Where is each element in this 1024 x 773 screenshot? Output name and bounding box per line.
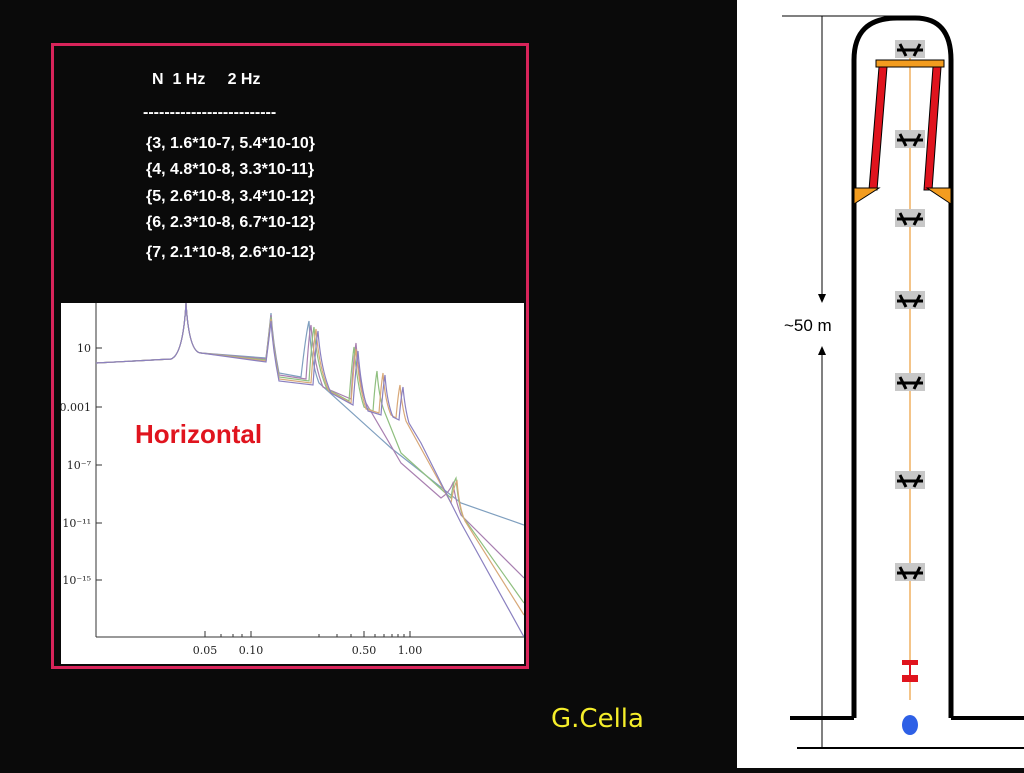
filter-stage <box>895 130 925 148</box>
curve-n7 <box>95 302 525 638</box>
curve-n5 <box>95 302 525 604</box>
curve-n6 <box>95 302 525 616</box>
y-tick-label: 10 <box>77 342 91 355</box>
table-row: {5, 2.6*10-8, 3.4*10-12} <box>146 188 316 205</box>
filter-stage <box>895 40 925 58</box>
height-label: ~50 m <box>784 316 832 335</box>
y-tick-label: 10⁻⁷ <box>67 459 92 472</box>
left-wedge <box>853 187 881 205</box>
table-header: N 1 Hz 2 Hz <box>152 71 261 88</box>
filter-stage <box>895 291 925 309</box>
top-bar <box>875 59 945 68</box>
x-tick-label: 0.10 <box>239 644 264 657</box>
y-tick-label: 10⁻¹⁵ <box>62 574 91 587</box>
filter-stage <box>895 471 925 489</box>
x-tick-label: 0.05 <box>193 644 218 657</box>
x-tick-marks <box>204 631 411 637</box>
plot-svg: 10 0.001 10⁻⁷ 10⁻¹¹ 10⁻¹⁵ 0.05 0.10 0.50… <box>60 302 525 657</box>
table-row: {7, 2.1*10-8, 2.6*10-12} <box>146 244 316 261</box>
y-tick-marks <box>96 347 102 581</box>
x-tick-label: 1.00 <box>398 644 423 657</box>
filter-stage <box>895 563 925 581</box>
arrow-up-icon <box>818 346 826 355</box>
author-credit: G.Cella <box>551 704 644 734</box>
tower-diagram: ~50 m <box>782 15 1024 749</box>
right-wedge <box>925 187 952 205</box>
arrow-down-icon <box>818 294 826 303</box>
table-row: {6, 2.3*10-8, 6.7*10-12} <box>146 214 316 231</box>
y-tick-label: 10⁻¹¹ <box>62 517 91 530</box>
curve-n3 <box>95 302 525 526</box>
table-divider: ------------------------- <box>143 104 277 121</box>
transfer-function-plot: 10 0.001 10⁻⁷ 10⁻¹¹ 10⁻¹⁵ 0.05 0.10 0.50… <box>60 302 525 664</box>
table-row: {4, 4.8*10-8, 3.3*10-11} <box>146 161 315 178</box>
tower-diagram-panel: ~50 m <box>737 0 1024 768</box>
tower-wall <box>851 15 954 718</box>
table-row: {3, 1.6*10-7, 5.4*10-10} <box>146 135 316 152</box>
test-mass <box>902 715 918 735</box>
x-tick-label: 0.50 <box>352 644 377 657</box>
marionette <box>902 660 918 682</box>
horizontal-label: Horizontal <box>135 419 262 449</box>
filter-stage <box>895 209 925 227</box>
plot-frame <box>51 43 529 669</box>
left-arm <box>868 66 888 191</box>
filter-stage <box>895 373 925 391</box>
y-tick-label: 0.001 <box>61 401 91 414</box>
right-arm <box>923 66 942 191</box>
